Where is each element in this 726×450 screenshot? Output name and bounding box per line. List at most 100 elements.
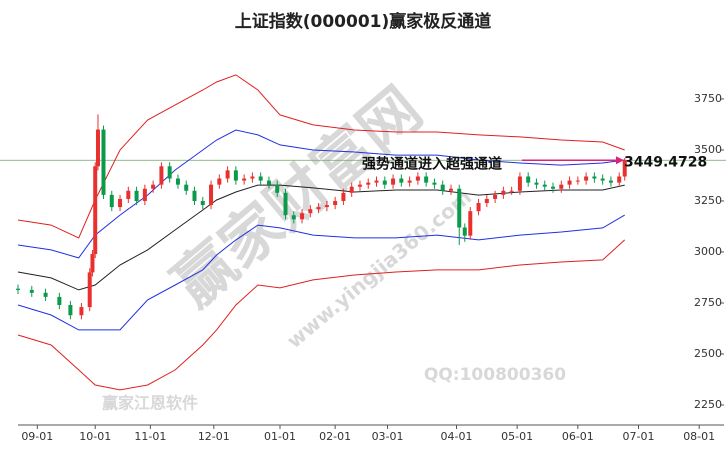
- y-tick-label: 3250: [694, 194, 722, 207]
- candle-body: [283, 192, 288, 216]
- candle-body: [448, 188, 453, 191]
- candle-body: [258, 176, 263, 181]
- candle-body: [399, 178, 404, 183]
- candle-body: [349, 186, 354, 193]
- candle-body: [542, 184, 547, 187]
- y-tick-label: 2250: [694, 398, 722, 411]
- candle-body: [200, 200, 205, 206]
- candle-body: [316, 207, 321, 210]
- y-tick-label: 2750: [694, 296, 722, 309]
- candle-body: [559, 184, 564, 189]
- x-tick-label: 05-01: [501, 430, 533, 443]
- x-tick-label: 08-01: [683, 430, 715, 443]
- last-value-label: 3449.4728: [624, 154, 707, 170]
- x-tick-label: 02-01: [319, 430, 351, 443]
- candle-body: [57, 296, 62, 306]
- candle-body: [266, 180, 271, 185]
- candle-body: [192, 190, 197, 201]
- annotation: 强势通道进入超强通道: [362, 155, 502, 172]
- candle-body: [250, 176, 255, 179]
- x-tick-label: 01-01: [264, 430, 296, 443]
- x-tick-label: 04-01: [441, 430, 473, 443]
- chart-title: 上证指数(000001)赢家极反通道: [235, 11, 492, 32]
- x-tick-label: 10-01: [79, 430, 111, 443]
- x-tick-label: 07-01: [623, 430, 655, 443]
- candle-body: [68, 305, 73, 316]
- candle-body: [468, 211, 473, 236]
- candle-body: [300, 213, 305, 220]
- candle-body: [622, 160, 627, 177]
- candle-body: [440, 184, 445, 191]
- x-tick-label: 06-01: [562, 430, 594, 443]
- candle-body: [517, 176, 522, 191]
- candle-body: [424, 176, 429, 183]
- candle-body: [484, 198, 489, 204]
- band-line: [17, 214, 625, 331]
- candle-body: [382, 180, 387, 185]
- candle-body: [333, 200, 338, 206]
- candle-body: [242, 178, 247, 181]
- candle-body: [462, 227, 467, 236]
- candle-body: [584, 176, 589, 181]
- candle-body: [93, 166, 98, 255]
- candle-body: [90, 254, 95, 273]
- candle-body: [324, 205, 329, 208]
- candle-body: [142, 188, 147, 201]
- candle-body: [457, 188, 462, 228]
- candle-body: [415, 176, 420, 181]
- candle-body: [567, 180, 572, 185]
- candle-body: [608, 180, 613, 183]
- candle-body: [374, 180, 379, 183]
- candle-body: [357, 184, 362, 187]
- candle-body: [432, 182, 437, 185]
- x-tick-label: 03-01: [372, 430, 404, 443]
- candle-body: [118, 198, 123, 208]
- candle-body: [209, 184, 214, 206]
- candle-body: [493, 194, 498, 199]
- candle-body: [592, 176, 597, 179]
- candle-body: [526, 176, 531, 183]
- candle-body: [308, 209, 313, 214]
- candle-body: [407, 180, 412, 183]
- candle-body: [476, 203, 481, 212]
- candle-body: [391, 178, 396, 185]
- watermark: QQ:100800360: [424, 365, 566, 385]
- candle-body: [341, 192, 346, 201]
- candle-body: [79, 307, 84, 316]
- candle-body: [167, 166, 172, 179]
- watermark: 赢家江恩软件: [102, 394, 198, 413]
- x-tick-label: 12-01: [198, 430, 230, 443]
- candle-body: [126, 190, 131, 199]
- candle-body: [109, 194, 114, 208]
- candle-body: [600, 178, 605, 181]
- candle-body: [87, 272, 92, 308]
- candle-body: [233, 170, 238, 181]
- band-line: [17, 129, 625, 259]
- x-tick-label: 11-01: [134, 430, 166, 443]
- band-line: [17, 239, 626, 391]
- candle-body: [29, 289, 34, 293]
- candle-body: [575, 180, 580, 182]
- candle-body: [43, 292, 48, 297]
- candle-body: [16, 288, 20, 290]
- candle-body: [534, 182, 539, 185]
- candle-body: [366, 182, 371, 185]
- y-tick-label: 3750: [694, 92, 722, 105]
- band-line: [17, 184, 625, 291]
- candle-body: [159, 166, 164, 185]
- y-tick-label: 2500: [694, 347, 722, 360]
- candle-body: [134, 190, 139, 201]
- candle-body: [275, 184, 280, 193]
- y-tick-label: 3500: [694, 143, 722, 156]
- candle-body: [184, 184, 189, 191]
- arrow-head: [616, 156, 624, 165]
- candle-body: [225, 170, 230, 179]
- candle-body: [175, 178, 180, 185]
- candle-body: [291, 215, 296, 220]
- candle-body: [509, 190, 514, 192]
- candle-body: [95, 129, 100, 167]
- candle-body: [551, 186, 556, 189]
- x-tick-label: 09-01: [21, 430, 53, 443]
